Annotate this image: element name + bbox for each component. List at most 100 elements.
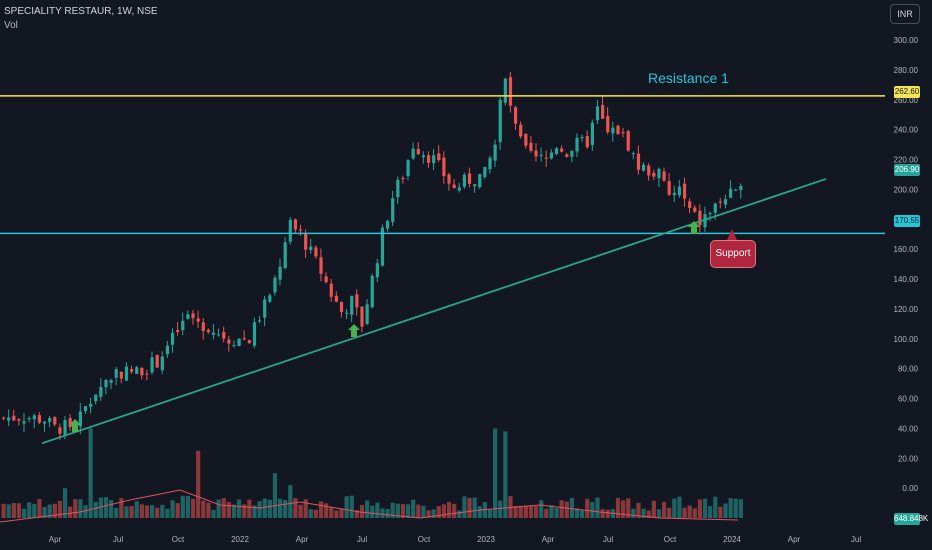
resistance-price-tag: 262.60: [894, 86, 920, 98]
candle-body: [288, 219, 292, 242]
volume-bar: [149, 505, 155, 518]
volume-bar: [477, 506, 482, 518]
volume-bar: [324, 503, 329, 518]
volume-bar: [175, 503, 180, 518]
volume-bar: [124, 506, 129, 518]
candle-body: [729, 188, 733, 198]
volume-bar: [303, 499, 308, 518]
candle-body: [119, 371, 123, 379]
candle-body: [196, 318, 200, 322]
volume-bar: [651, 500, 656, 518]
candle-body: [191, 313, 195, 319]
volume-bar: [329, 507, 334, 518]
x-tick-label: Apr: [542, 535, 555, 544]
volume-bar: [631, 508, 636, 518]
candle-body: [298, 229, 303, 231]
volume-bar: [370, 505, 375, 518]
volume-bar: [462, 496, 467, 518]
candle-body: [488, 157, 492, 170]
candle-body: [708, 212, 712, 214]
candle-body: [68, 418, 72, 428]
candle-body: [304, 232, 308, 250]
up-arrow-icon: [69, 419, 81, 432]
volume-bar: [52, 503, 57, 518]
candle-body: [109, 379, 113, 383]
volume-bar: [201, 500, 206, 518]
candle-body: [703, 214, 707, 228]
candle-body: [124, 366, 129, 381]
volume-bar: [103, 497, 109, 518]
volume-bar: [257, 501, 262, 518]
volume-bar: [155, 507, 160, 518]
volume-bar: [129, 506, 134, 518]
candle-body: [145, 373, 149, 375]
volume-bar: [733, 498, 738, 518]
y-tick-label: 260.00: [894, 96, 919, 105]
volume-bar: [344, 496, 349, 518]
currency-button[interactable]: INR: [890, 4, 920, 24]
resistance-label: Resistance 1: [648, 70, 729, 86]
candle-body: [201, 322, 205, 331]
candle-body: [462, 174, 466, 187]
volume-bar: [196, 450, 201, 518]
candle-body: [99, 387, 103, 397]
volume-bar: [539, 500, 544, 518]
candle-body: [130, 369, 134, 372]
candle-body: [2, 417, 6, 419]
volume-bar: [549, 505, 554, 518]
volume-bar: [308, 509, 313, 518]
candle-body: [693, 207, 697, 212]
candle-body: [386, 220, 390, 229]
volume-moving-average: [0, 489, 739, 523]
candle-body: [324, 276, 328, 283]
candle-body: [739, 186, 743, 190]
volume-bar: [226, 502, 231, 518]
y-tick-label: 160.00: [894, 245, 919, 254]
candle-body: [713, 203, 717, 213]
volume-bar: [334, 510, 339, 518]
volume-bar: [503, 431, 508, 518]
trendline[interactable]: [41, 178, 827, 445]
candle-body: [457, 187, 461, 191]
candle-body: [176, 329, 180, 332]
candle-body: [339, 301, 344, 313]
candle-body: [252, 322, 257, 346]
volume-bar: [206, 502, 211, 518]
volume-bar: [661, 501, 667, 518]
candle-body: [227, 339, 231, 344]
volume-bar: [487, 509, 493, 518]
volume-bar: [416, 504, 421, 518]
volume-bar: [697, 499, 703, 518]
volume-bar: [498, 500, 503, 518]
volume-bar: [6, 504, 11, 518]
volume-bar: [32, 503, 37, 518]
volume-bar: [242, 504, 247, 518]
candle-body: [611, 127, 615, 134]
candle-body: [319, 257, 323, 274]
candle-body: [48, 418, 52, 422]
volume-label: Vol: [4, 20, 18, 31]
volume-bar: [559, 500, 564, 518]
volume-bar: [457, 510, 462, 518]
candle-body: [94, 394, 98, 402]
candle-body: [293, 219, 298, 230]
volume-bar: [411, 499, 416, 518]
candle-body: [688, 201, 692, 208]
volume-bar: [702, 498, 708, 518]
candle-body: [647, 165, 651, 176]
candle-body: [467, 173, 472, 184]
volume-bar: [472, 497, 477, 518]
candle-body: [478, 173, 482, 188]
candle-body: [63, 420, 67, 435]
candle-body: [554, 148, 559, 155]
candle-body: [498, 99, 502, 142]
candle-body: [140, 367, 144, 376]
volume-bar: [467, 497, 472, 518]
volume-bar: [513, 506, 518, 518]
volume-bar: [728, 498, 733, 518]
candle-body: [734, 189, 738, 191]
candle-body: [621, 132, 625, 134]
volume-bar: [518, 505, 523, 518]
x-tick-label: Jul: [603, 535, 613, 544]
